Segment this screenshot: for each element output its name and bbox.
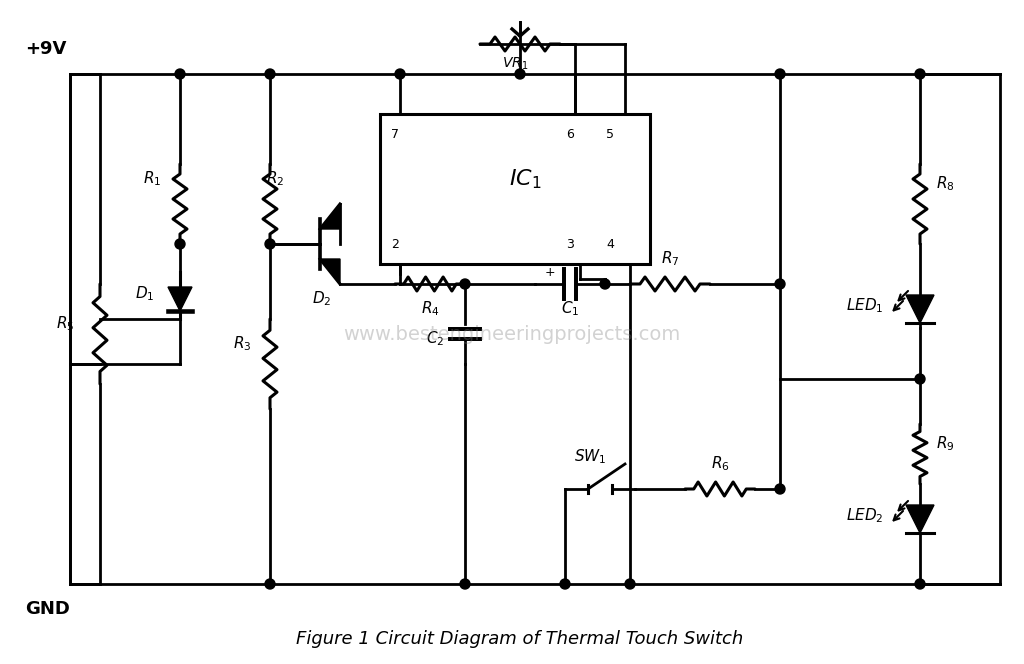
Text: $R_8$: $R_8$ — [936, 175, 954, 193]
Polygon shape — [906, 295, 934, 323]
Text: GND: GND — [25, 600, 70, 618]
Text: +: + — [545, 266, 555, 278]
Circle shape — [460, 279, 470, 289]
Circle shape — [775, 69, 785, 79]
Text: 4: 4 — [606, 238, 614, 250]
Text: $VR_1$: $VR_1$ — [502, 56, 528, 72]
Text: $R_3$: $R_3$ — [232, 335, 251, 353]
Text: $R_4$: $R_4$ — [421, 299, 439, 318]
Text: $D_1$: $D_1$ — [135, 285, 155, 303]
Text: www.bestengineeringprojects.com: www.bestengineeringprojects.com — [343, 325, 681, 343]
Text: Figure 1 Circuit Diagram of Thermal Touch Switch: Figure 1 Circuit Diagram of Thermal Touc… — [296, 630, 743, 648]
Circle shape — [600, 279, 610, 289]
Text: $LED_2$: $LED_2$ — [846, 507, 884, 525]
Text: $R_2$: $R_2$ — [266, 169, 284, 189]
Text: 6: 6 — [566, 127, 573, 141]
Circle shape — [265, 579, 275, 589]
Text: $R_7$: $R_7$ — [660, 250, 679, 268]
Circle shape — [915, 69, 925, 79]
Text: $R_5$: $R_5$ — [56, 315, 74, 333]
Circle shape — [460, 579, 470, 589]
Polygon shape — [321, 259, 340, 284]
Polygon shape — [906, 505, 934, 533]
Text: $R_9$: $R_9$ — [936, 435, 954, 454]
Circle shape — [175, 69, 185, 79]
Circle shape — [265, 69, 275, 79]
Text: $C_1$: $C_1$ — [561, 299, 580, 318]
Circle shape — [775, 279, 785, 289]
Polygon shape — [321, 204, 340, 229]
Circle shape — [625, 579, 635, 589]
Text: 5: 5 — [606, 127, 614, 141]
Text: $IC_1$: $IC_1$ — [509, 167, 542, 191]
Circle shape — [265, 239, 275, 249]
Text: $D_2$: $D_2$ — [312, 290, 332, 308]
Text: 3: 3 — [566, 238, 573, 250]
Text: $R_6$: $R_6$ — [711, 455, 729, 473]
Text: +9V: +9V — [25, 40, 67, 58]
Circle shape — [175, 239, 185, 249]
Circle shape — [395, 69, 406, 79]
Circle shape — [560, 579, 570, 589]
FancyBboxPatch shape — [380, 114, 650, 264]
Text: $C_2$: $C_2$ — [426, 329, 444, 349]
Text: $LED_1$: $LED_1$ — [846, 297, 884, 315]
Circle shape — [915, 579, 925, 589]
Circle shape — [515, 69, 525, 79]
Text: 7: 7 — [391, 127, 399, 141]
Text: 2: 2 — [391, 238, 399, 250]
Circle shape — [915, 374, 925, 384]
Polygon shape — [168, 287, 193, 311]
Circle shape — [775, 484, 785, 494]
Text: $SW_1$: $SW_1$ — [573, 448, 606, 466]
Text: $R_1$: $R_1$ — [142, 169, 161, 189]
